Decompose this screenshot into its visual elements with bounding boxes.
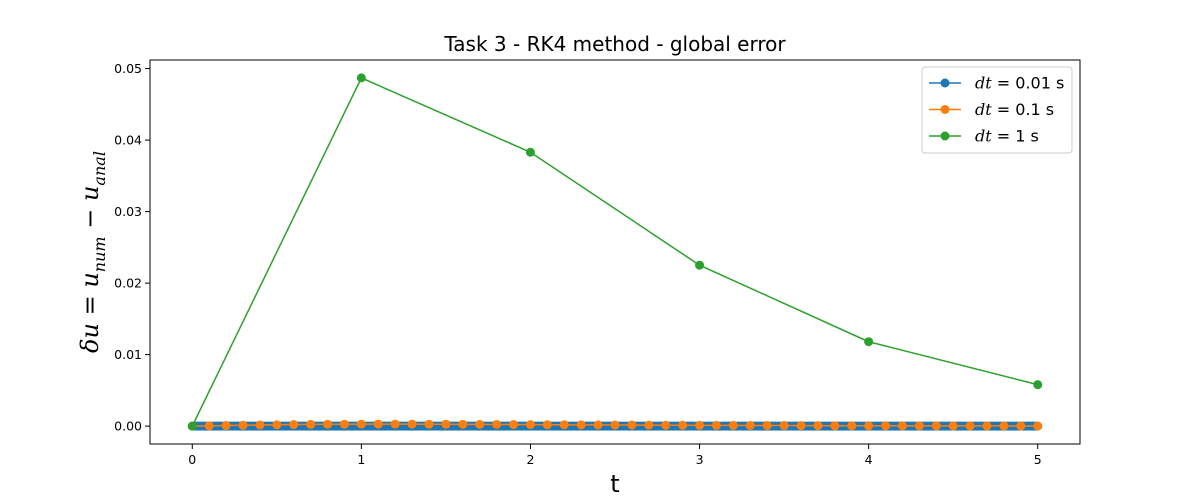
- x-tick-label: 0: [188, 452, 196, 467]
- data-point: [982, 421, 992, 431]
- x-tick-label: 5: [1034, 452, 1042, 467]
- data-point: [711, 420, 721, 430]
- legend-item: dt = 1 s: [929, 127, 1039, 146]
- x-tick-label: 1: [357, 452, 365, 467]
- legend: dt = 0.01 s dt = 0.1 s dt = 1 s: [921, 66, 1073, 154]
- data-point: [1033, 421, 1043, 431]
- data-point: [1033, 380, 1043, 390]
- data-point: [356, 73, 366, 83]
- y-tick-label: 0.00: [114, 419, 142, 434]
- x-tick-label: 2: [526, 452, 534, 467]
- x-tick-label: 4: [865, 452, 873, 467]
- series-2: [187, 73, 1043, 431]
- data-point: [948, 421, 958, 431]
- data-point: [914, 421, 924, 431]
- data-point: [509, 420, 519, 430]
- legend-item: dt = 0.1 s: [929, 100, 1054, 119]
- legend-swatch-marker: [940, 78, 950, 88]
- chart-title: Task 3 - RK4 method - global error: [443, 32, 786, 56]
- series-1: [187, 419, 1043, 431]
- data-point: [373, 419, 383, 429]
- plot-area: [187, 73, 1043, 431]
- data-point: [255, 420, 265, 430]
- data-point: [695, 260, 705, 270]
- data-point: [542, 420, 552, 430]
- legend-label: dt = 1 s: [975, 127, 1039, 146]
- data-point: [272, 420, 282, 430]
- axes-frame: [149, 59, 1081, 445]
- data-point: [678, 420, 688, 430]
- data-point: [187, 421, 197, 431]
- x-tick-label: 3: [696, 452, 704, 467]
- data-point: [728, 420, 738, 430]
- series-line: [191, 76, 1038, 427]
- y-tick-label: 0.04: [114, 133, 142, 148]
- data-point: [999, 421, 1009, 431]
- data-point: [1016, 421, 1026, 431]
- data-point: [204, 421, 214, 431]
- data-point: [323, 419, 333, 429]
- data-point: [593, 420, 603, 430]
- y-tick-label: 0.02: [114, 276, 142, 291]
- data-point: [221, 421, 231, 431]
- data-point: [492, 419, 502, 429]
- data-point: [762, 421, 772, 431]
- y-tick-label: 0.03: [114, 204, 142, 219]
- data-point: [407, 419, 417, 429]
- legend-box: [921, 66, 1073, 154]
- legend-swatch-marker: [940, 131, 950, 141]
- data-point: [965, 421, 975, 431]
- data-point: [238, 420, 248, 430]
- y-tick-label: 0.01: [114, 347, 142, 362]
- data-point: [864, 337, 874, 347]
- data-point: [796, 421, 806, 431]
- data-point: [695, 420, 705, 430]
- legend-label: dt = 0.01 s: [975, 74, 1064, 93]
- data-point: [864, 421, 874, 431]
- y-axis: 0.00 0.01 0.02 0.03 0.04 0.05: [114, 61, 150, 434]
- data-point: [475, 419, 485, 429]
- legend-item: dt = 0.01 s: [929, 74, 1064, 93]
- data-point: [610, 420, 620, 430]
- legend-swatch-marker: [940, 105, 950, 114]
- x-axis: 0 1 2 3 4 5: [188, 444, 1042, 467]
- data-point: [644, 420, 654, 430]
- data-point: [559, 420, 569, 430]
- data-point: [897, 421, 907, 431]
- data-point: [525, 147, 535, 157]
- data-point: [525, 420, 535, 430]
- y-axis-label: δu = unum − uanal: [76, 151, 109, 353]
- x-axis-label: t: [610, 470, 619, 498]
- data-point: [931, 421, 941, 431]
- data-point: [627, 420, 637, 430]
- data-point: [661, 420, 671, 430]
- y-tick-label: 0.05: [114, 61, 142, 76]
- data-point: [576, 420, 586, 430]
- data-point: [289, 420, 299, 430]
- data-point: [745, 420, 755, 430]
- data-point: [356, 419, 366, 429]
- legend-label: dt = 0.1 s: [975, 100, 1054, 119]
- data-point: [779, 421, 789, 431]
- data-point: [813, 421, 823, 431]
- data-point: [881, 421, 891, 431]
- data-point: [847, 421, 857, 431]
- data-point: [339, 419, 349, 429]
- data-point: [390, 419, 400, 429]
- data-point: [458, 419, 468, 429]
- data-point: [830, 421, 840, 431]
- data-point: [441, 419, 451, 429]
- data-point: [306, 419, 316, 429]
- data-point: [424, 419, 434, 429]
